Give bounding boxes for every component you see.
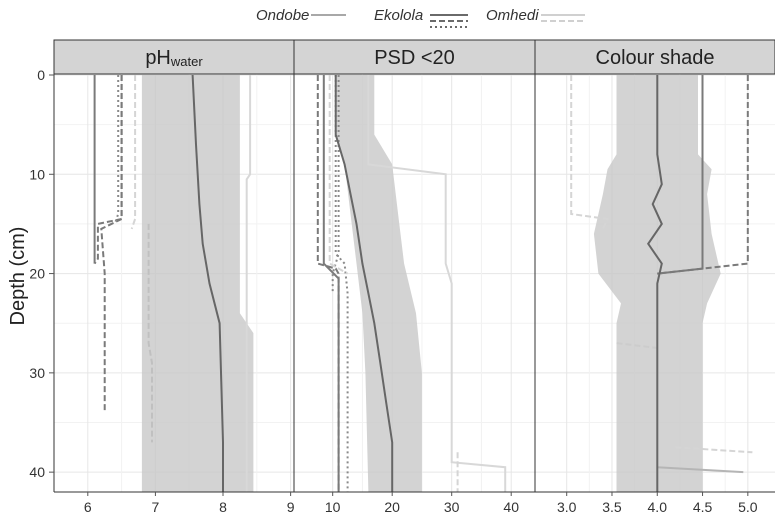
y-tick-label: 30 xyxy=(29,365,45,381)
panel-header xyxy=(53,39,295,75)
range-band xyxy=(141,75,254,492)
x-tick-label: 7 xyxy=(152,499,160,515)
y-tick-label: 20 xyxy=(29,266,45,282)
y-tick-label: 10 xyxy=(29,166,45,182)
x-tick-label: 3.5 xyxy=(602,499,622,515)
y-axis: 0 10 20 30 40 xyxy=(29,67,54,480)
series-line xyxy=(316,75,340,492)
x-tick-label: 9 xyxy=(287,499,295,515)
series-line xyxy=(334,75,394,492)
panel-header xyxy=(293,39,536,75)
panel-title-main: Colour shade xyxy=(596,47,715,69)
y-axis-title: Depth (cm) xyxy=(7,227,29,326)
y-tick-label: 0 xyxy=(37,67,45,83)
y-tick-label: 40 xyxy=(29,464,45,480)
legend: Ondobe Ekolola Omhedi xyxy=(256,7,585,28)
x-tick-label: 6 xyxy=(84,499,92,515)
x-tick-label: 20 xyxy=(384,499,400,515)
series-line xyxy=(570,75,609,230)
panel-2: PSD <20 10 20 30 40 xyxy=(293,39,536,515)
x-tick-label: 30 xyxy=(444,499,460,515)
panel-title-subscript: water xyxy=(170,54,203,69)
series-line xyxy=(147,223,153,443)
x-tick-label: 4.5 xyxy=(693,499,713,515)
panel-title: Colour shade xyxy=(596,47,715,69)
panel-title: PSD <20 xyxy=(374,47,455,69)
series-line xyxy=(245,75,252,492)
panel-1: pHwater 6 7 8 9 xyxy=(53,39,295,515)
panel-header xyxy=(534,39,775,75)
x-tick-label: 3.0 xyxy=(557,499,577,515)
series-line xyxy=(657,466,744,474)
x-tick-label: 10 xyxy=(325,499,341,515)
legend-label-ondobe: Ondobe xyxy=(256,7,309,24)
series-line xyxy=(328,75,349,275)
x-tick-label: 4.0 xyxy=(648,499,668,515)
panel-title: pHwater xyxy=(145,47,203,69)
range-band xyxy=(335,75,422,492)
series-line xyxy=(675,446,753,454)
series-line xyxy=(113,75,120,225)
panel-title-main: pH xyxy=(145,47,171,69)
series-line xyxy=(130,75,137,230)
x-tick-label: 5.0 xyxy=(738,499,758,515)
series-line xyxy=(93,75,123,265)
x-tick-label: 40 xyxy=(503,499,519,515)
panel-title-main: PSD <20 xyxy=(374,47,455,69)
x-tick-label: 8 xyxy=(219,499,227,515)
series-line xyxy=(646,75,663,492)
legend-label-omhedi: Omhedi xyxy=(486,7,539,24)
legend-label-ekolola: Ekolola xyxy=(374,7,423,24)
series-line xyxy=(367,75,507,492)
panel-3: Colour shade 3.0 3.5 4.0 4.5 5.0 xyxy=(534,39,775,515)
panels: pHwater 6 7 8 9 PSD <20 10 20 30 40 Colour shade 3.… xyxy=(53,39,775,515)
series-line xyxy=(616,342,658,349)
series-line xyxy=(191,74,224,492)
